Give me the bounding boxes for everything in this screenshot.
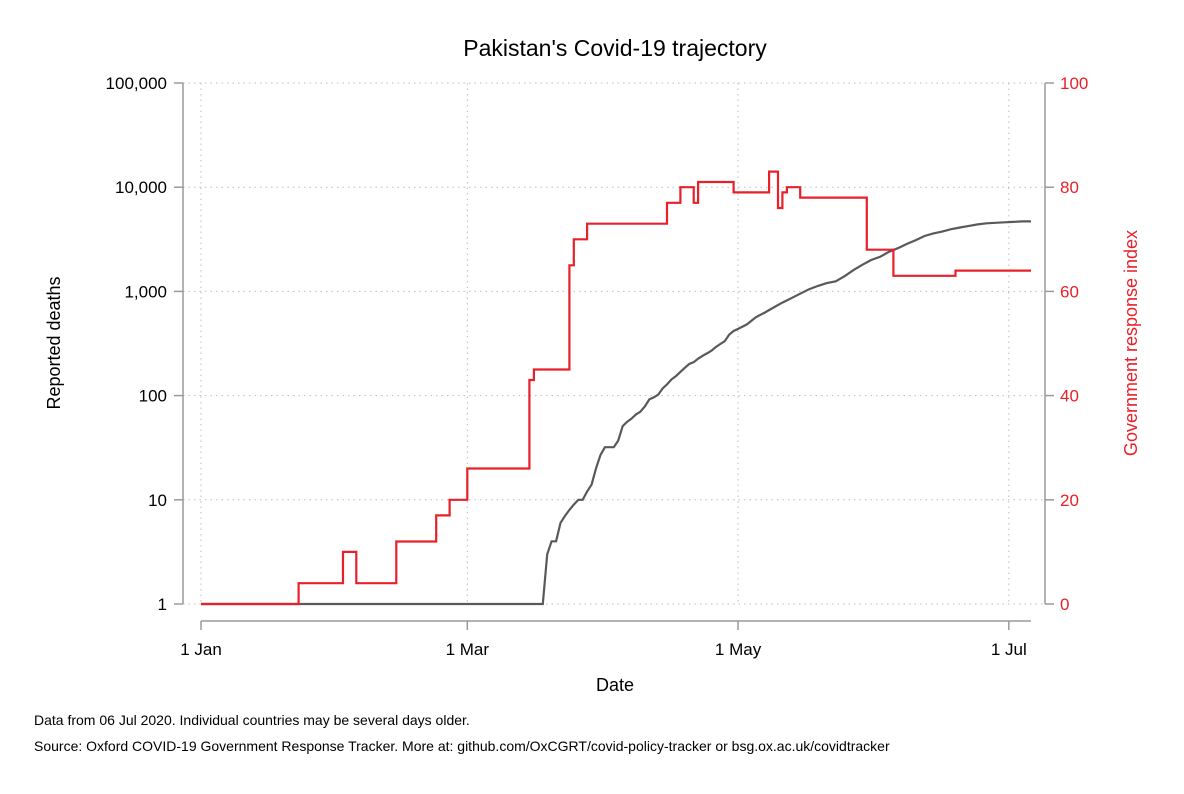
chart-title: Pakistan's Covid-19 trajectory: [463, 35, 767, 61]
series-line-reported-deaths: [201, 220, 1031, 606]
x-tick-label: 1 May: [715, 640, 762, 659]
labels: 1 10 100 1,000 10,000 100,000 0 20 40 60 80 100 1 Ja…: [106, 74, 1089, 659]
y-right-tick-label: 100: [1060, 74, 1088, 93]
y-axis-left-title: Reported deaths: [44, 276, 64, 409]
x-tick-label: 1 Mar: [446, 640, 490, 659]
y-left-tick-label: 1,000: [124, 282, 167, 301]
y-right-tick-label: 40: [1060, 387, 1079, 406]
source-note: Source: Oxford COVID-19 Government Respo…: [34, 738, 890, 754]
y-left-tick-label: 10,000: [115, 178, 167, 197]
y-left-tick-label: 1: [158, 595, 167, 614]
series-line-government-response-index: [201, 170, 1031, 606]
y-left-tick-label: 10: [148, 491, 167, 510]
y-right-tick-label: 20: [1060, 491, 1079, 510]
y-left-tick-label: 100: [139, 387, 167, 406]
x-axis-title: Date: [596, 675, 634, 695]
y-right-tick-label: 60: [1060, 282, 1079, 301]
y-left-tick-label: 100,000: [106, 74, 167, 93]
x-tick-label: 1 Jul: [991, 640, 1027, 659]
y-right-tick-label: 80: [1060, 178, 1079, 197]
axes: [174, 82, 1054, 630]
y-axis-right-title: Government response index: [1121, 230, 1141, 456]
y-right-tick-label: 0: [1060, 595, 1069, 614]
data-date-note: Data from 06 Jul 2020. Individual countr…: [34, 712, 470, 728]
series-layer: [201, 170, 1031, 606]
x-tick-label: 1 Jan: [180, 640, 222, 659]
